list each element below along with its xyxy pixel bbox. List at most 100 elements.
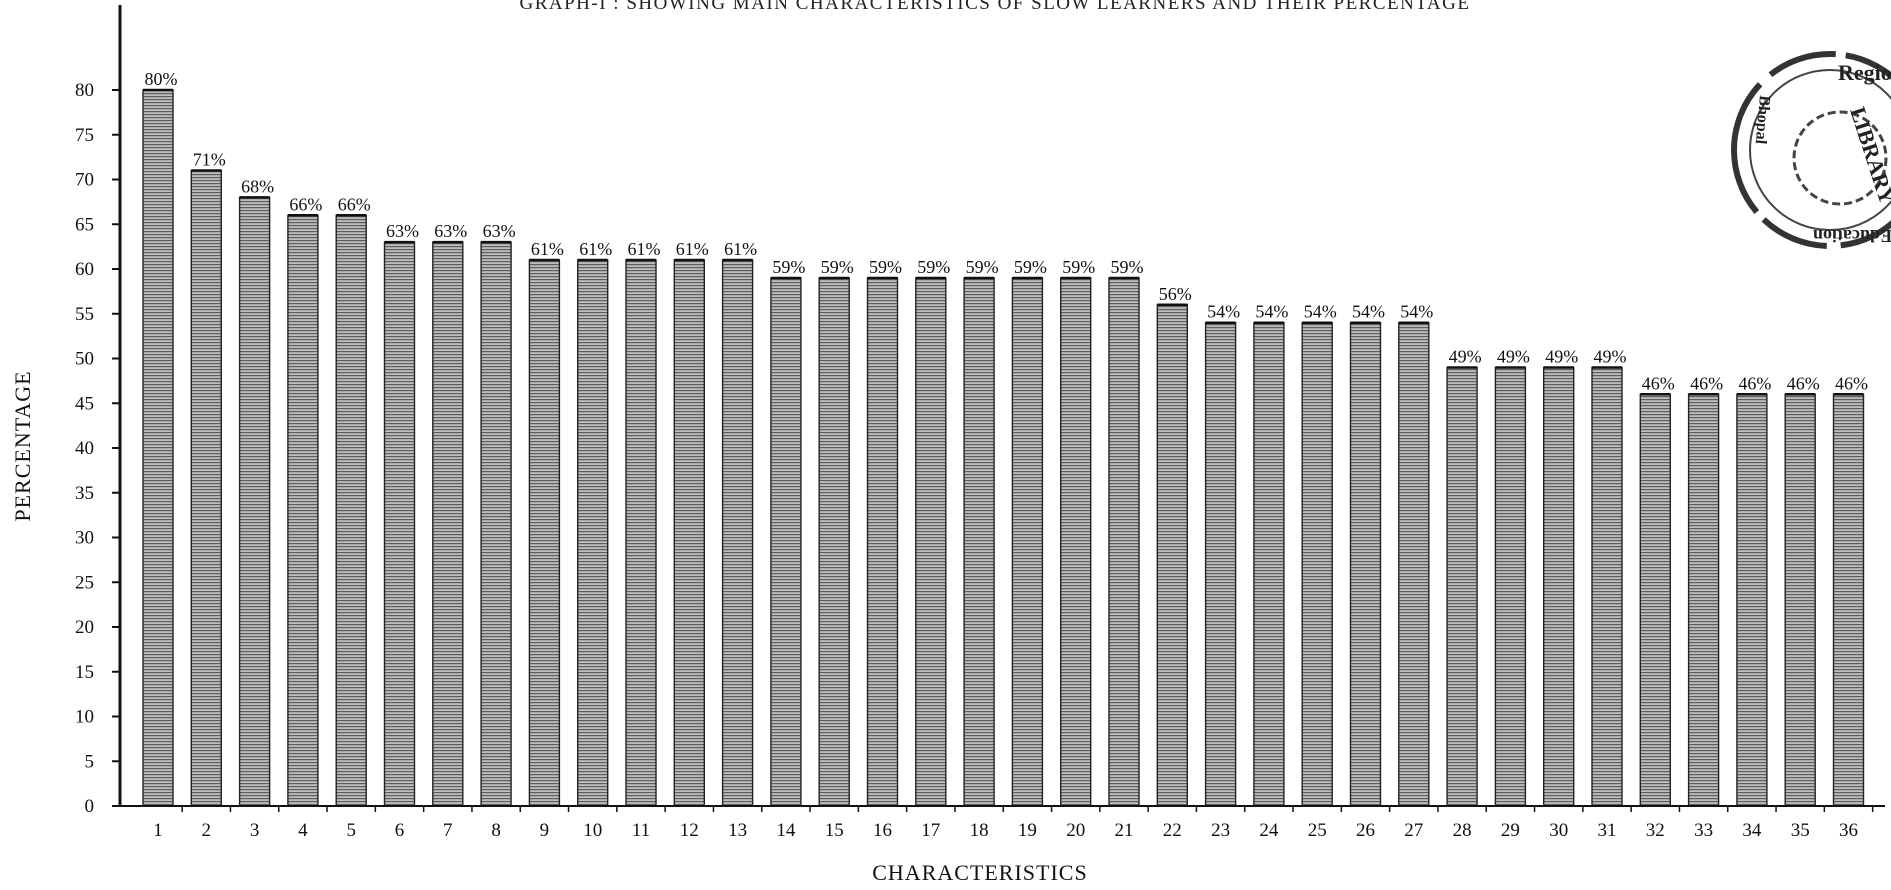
bar: [1108, 277, 1140, 807]
bar-data-label: 59%: [869, 257, 902, 277]
bar: [721, 259, 754, 807]
stamp-text-bottom: Education: [1813, 226, 1891, 246]
x-tick-label: 10: [583, 820, 602, 841]
x-tick-label: 8: [491, 820, 501, 841]
bar: [142, 89, 174, 807]
bar-data-label: 59%: [917, 257, 950, 277]
y-axis-ticks: 0 5 10 15 20 25 30 35 40 45 50 55 60 65 70 75 80: [75, 80, 120, 817]
stamp-text-left: Bhopal: [1752, 95, 1773, 146]
bar: [1301, 322, 1333, 807]
bar: [1736, 393, 1768, 807]
y-tick-label: 40: [75, 438, 94, 459]
bar: [1494, 366, 1527, 807]
y-tick-label: 35: [75, 483, 94, 504]
bar-data-label: 61%: [724, 239, 757, 259]
bar: [1639, 393, 1672, 807]
bar-data-label: 54%: [1400, 302, 1433, 322]
bar-data-label: 59%: [1014, 257, 1047, 277]
bar: [915, 277, 947, 807]
x-tick-label: 35: [1791, 820, 1810, 841]
bar: [1349, 322, 1382, 807]
bar: [770, 277, 802, 807]
y-tick-label: 25: [75, 572, 94, 593]
x-tick-label: 25: [1308, 820, 1327, 841]
bar: [480, 241, 512, 807]
bar-data-label: 49%: [1449, 346, 1482, 366]
y-tick-label: 5: [85, 751, 95, 772]
bar-data-label: 61%: [531, 239, 564, 259]
bar-data-label: 49%: [1545, 346, 1578, 366]
bar-data-label: 66%: [338, 194, 371, 214]
bar-data-label: 59%: [772, 257, 805, 277]
stamp-text-top: Regio: [1838, 60, 1891, 85]
bar-data-label: 46%: [1787, 373, 1820, 393]
bar: [1059, 277, 1092, 807]
bar: [1542, 366, 1575, 807]
y-tick-label: 0: [85, 796, 95, 817]
bar-data-label: 71%: [193, 150, 226, 170]
x-tick-label: 19: [1018, 820, 1037, 841]
bar: [1591, 366, 1623, 807]
y-tick-label: 70: [75, 170, 94, 191]
bar: [383, 241, 416, 807]
y-tick-label: 80: [75, 80, 94, 101]
x-tick-label: 34: [1742, 820, 1762, 841]
y-tick-label: 50: [75, 349, 94, 370]
x-tick-label: 9: [540, 820, 550, 841]
chart-title: GRAPH-I : SHOWING MAIN CHARACTERISTICS O…: [520, 0, 1471, 14]
bar: [963, 277, 995, 807]
x-tick-label: 23: [1211, 820, 1230, 841]
x-tick-label: 26: [1356, 820, 1375, 841]
bar-data-label: 46%: [1690, 373, 1723, 393]
bar: [1156, 304, 1189, 807]
x-tick-label: 24: [1259, 820, 1279, 841]
data-labels: 80% 71% 68% 66% 66% 63% 63% 63% 61% 61% 61% 61% 61% 5…: [145, 69, 1869, 393]
bar-data-label: 46%: [1642, 373, 1675, 393]
x-tick-label: 29: [1501, 820, 1520, 841]
x-tick-label: 4: [298, 820, 308, 841]
y-tick-label: 45: [75, 393, 94, 414]
x-tick-label: 16: [873, 820, 892, 841]
bar-data-label: 61%: [628, 239, 661, 259]
x-tick-label: 1: [153, 820, 163, 841]
x-axis-title: CHARACTERISTICS: [872, 860, 1087, 885]
x-tick-label: 6: [395, 820, 405, 841]
bar: [287, 214, 319, 807]
bar-data-label: 68%: [241, 176, 274, 196]
bar: [1398, 322, 1430, 807]
x-tick-label: 7: [443, 820, 453, 841]
y-tick-label: 60: [75, 259, 94, 280]
bar: [190, 169, 223, 807]
bar-data-label: 63%: [434, 221, 467, 241]
x-tick-label: 32: [1646, 820, 1665, 841]
stamp-text-center: LIBRARY: [1845, 104, 1891, 208]
x-tick-label: 30: [1549, 820, 1568, 841]
x-tick-label: 11: [632, 820, 650, 841]
bar-data-label: 59%: [1111, 257, 1144, 277]
y-tick-label: 75: [75, 125, 94, 146]
x-tick-label: 3: [250, 820, 260, 841]
bar: [432, 241, 464, 807]
y-axis-title: PERCENTAGE: [10, 370, 35, 521]
x-tick-label: 33: [1694, 820, 1713, 841]
bar-data-label: 49%: [1497, 346, 1530, 366]
bar: [1253, 322, 1285, 807]
bar-data-label: 61%: [579, 239, 612, 259]
bar-data-label: 49%: [1594, 346, 1627, 366]
x-tick-label: 18: [970, 820, 989, 841]
x-tick-label: 2: [202, 820, 212, 841]
bar-data-label: 46%: [1835, 373, 1868, 393]
bar: [625, 259, 657, 807]
bar: [238, 196, 271, 807]
x-tick-label: 28: [1453, 820, 1472, 841]
bars: [142, 88, 1865, 807]
x-tick-label: 13: [728, 820, 747, 841]
x-tick-label: 36: [1839, 820, 1858, 841]
bar-data-label: 56%: [1159, 284, 1192, 304]
x-axis-ticks: 1 2 3 4 5 6 7 8 9 10 11 12 13 14 15 16 17 18 19 20 21 22 23 24 2…: [153, 806, 1874, 841]
y-tick-label: 15: [75, 662, 94, 683]
y-tick-label: 55: [75, 304, 94, 325]
bar-data-label: 54%: [1352, 302, 1385, 322]
y-tick-label: 65: [75, 214, 94, 235]
x-tick-label: 15: [825, 820, 844, 841]
